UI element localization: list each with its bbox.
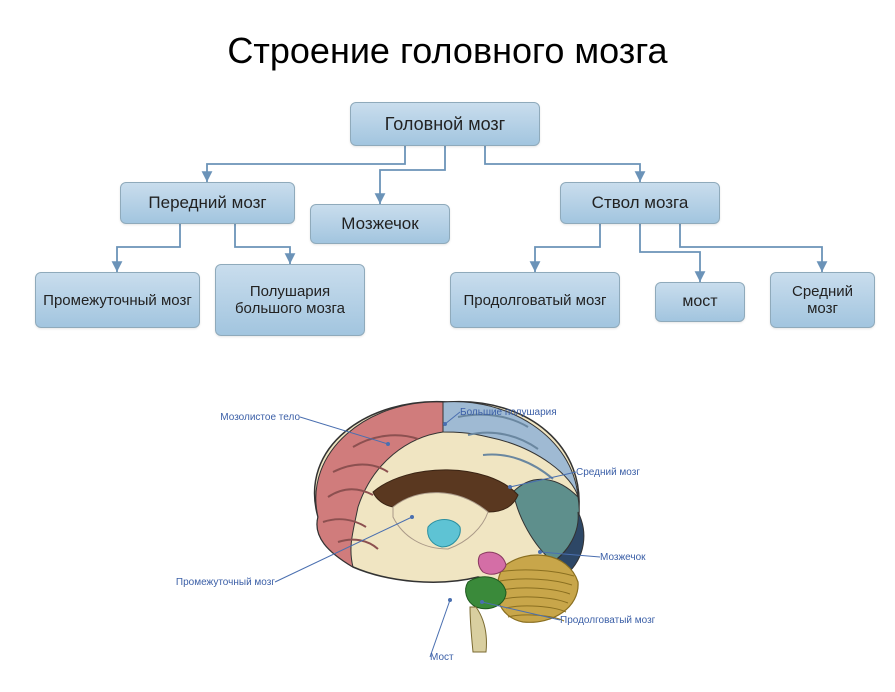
node-hemis: Полушария большого мозга	[215, 264, 365, 336]
brain-label: Средний мозг	[576, 467, 640, 478]
node-cereb: Мозжечок	[310, 204, 450, 244]
brain-label: Продолговатый мозг	[560, 615, 655, 626]
brain-label: Мост	[430, 652, 454, 663]
brain-label: Промежуточный мозг	[176, 577, 275, 588]
node-pons: мост	[655, 282, 745, 322]
brain-label: Большие полушария	[460, 407, 557, 418]
hierarchy-diagram: Головной мозг Передний мозг Мозжечок Ств…	[0, 92, 895, 372]
node-medul: Продолговатый мозг	[450, 272, 620, 328]
node-stem: Ствол мозга	[560, 182, 720, 224]
brain-illustration: Мозолистое тело Большие полушария Средний …	[0, 372, 895, 692]
brain-label: Мозолистое тело	[220, 412, 300, 423]
node-root: Головной мозг	[350, 102, 540, 146]
node-mid: Средний мозг	[770, 272, 875, 328]
page-title: Строение головного мозга	[0, 0, 895, 72]
brain-label: Мозжечок	[600, 552, 646, 563]
node-inter: Промежуточный мозг	[35, 272, 200, 328]
node-front: Передний мозг	[120, 182, 295, 224]
